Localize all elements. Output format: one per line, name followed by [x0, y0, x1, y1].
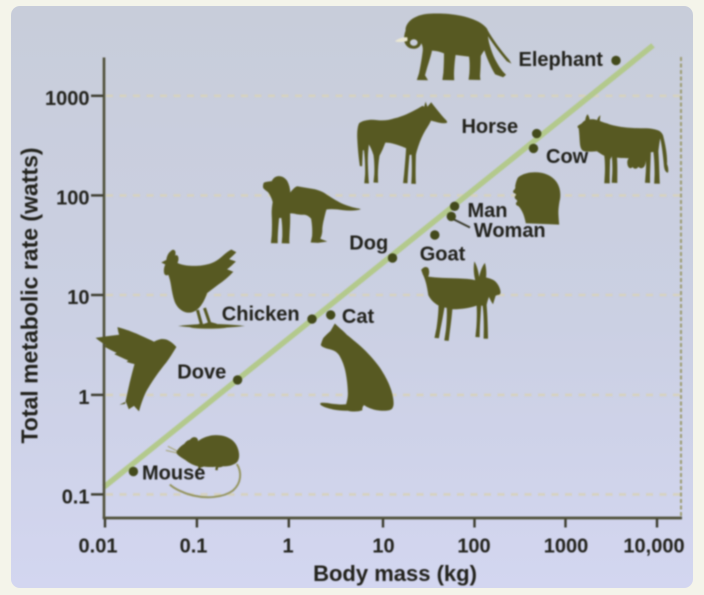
svg-text:1: 1: [282, 536, 293, 558]
svg-text:100: 100: [56, 188, 89, 210]
svg-text:Goat: Goat: [420, 244, 466, 266]
svg-text:Dog: Dog: [349, 233, 388, 255]
svg-text:Horse: Horse: [461, 116, 518, 138]
svg-text:0.01: 0.01: [79, 536, 118, 558]
svg-text:Cow: Cow: [546, 146, 589, 168]
svg-text:Chicken: Chicken: [222, 304, 300, 326]
svg-text:10,000: 10,000: [623, 536, 684, 558]
svg-text:1000: 1000: [544, 536, 589, 558]
svg-text:Body mass (kg): Body mass (kg): [313, 561, 477, 586]
svg-text:Elephant: Elephant: [519, 49, 604, 71]
svg-text:Man: Man: [468, 200, 508, 222]
svg-text:Dove: Dove: [177, 362, 226, 384]
svg-text:Cat: Cat: [342, 306, 375, 328]
svg-text:1: 1: [78, 387, 89, 409]
svg-text:Total metabolic rate (watts): Total metabolic rate (watts): [16, 147, 42, 443]
svg-text:0.1: 0.1: [62, 487, 90, 509]
svg-text:10: 10: [372, 536, 394, 558]
svg-text:100: 100: [457, 536, 490, 558]
svg-text:Woman: Woman: [474, 220, 546, 242]
svg-text:Mouse: Mouse: [142, 463, 205, 485]
svg-text:10: 10: [67, 287, 89, 309]
svg-text:1000: 1000: [45, 88, 90, 110]
svg-text:0.1: 0.1: [180, 536, 208, 558]
